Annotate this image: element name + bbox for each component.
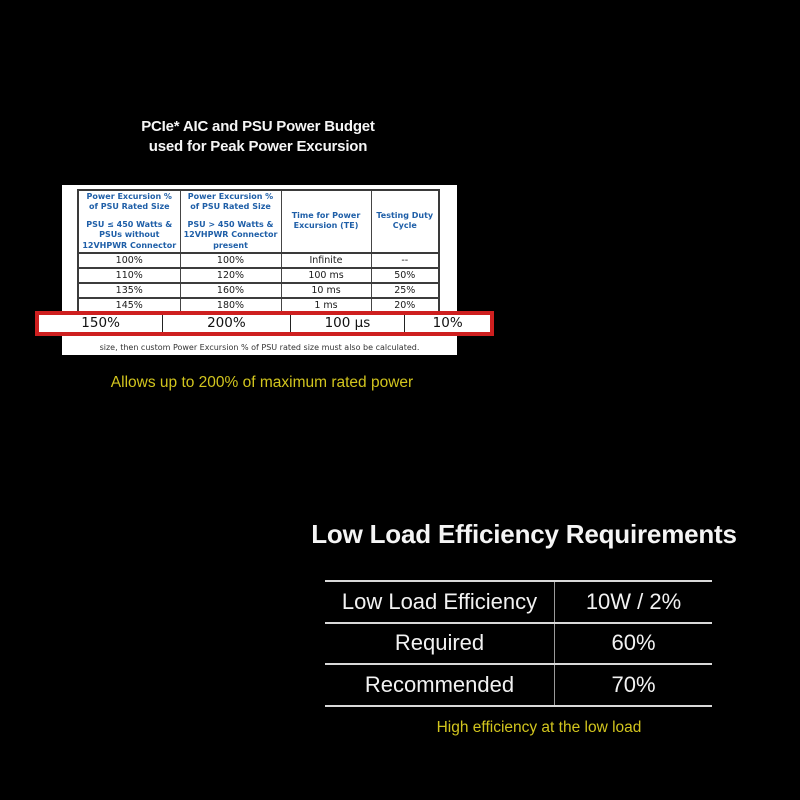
header-text: Power Excursion % of PSU Rated Size — [86, 192, 172, 212]
cell: Infinite — [280, 251, 372, 269]
row-label: Required — [394, 630, 485, 656]
cell: 10 ms — [280, 281, 372, 299]
row-value: 60% — [554, 623, 712, 663]
cell: 25% — [370, 281, 440, 299]
table-row: 100% 100% Infinite -- — [77, 251, 440, 269]
col-header-duty-cycle: Testing Duty Cycle — [370, 189, 440, 254]
col-header-psu-over-450: Power Excursion % of PSU Rated Size PSU … — [179, 189, 282, 254]
cell: 100% — [77, 251, 181, 269]
header-text: Power Excursion % of PSU Rated Size — [187, 192, 274, 212]
section2-title: Low Load Efficiency Requirements — [311, 519, 737, 549]
table-header-row: Power Excursion % of PSU Rated Size PSU … — [77, 189, 440, 254]
section1-title-line1: PCIe* AIC and PSU Power Budget — [141, 118, 375, 135]
header-subtext: PSU > 450 Watts & 12VHPWR Connector pres… — [183, 219, 278, 250]
highlight-callout-box: 150% 200% 100 µs 10% — [35, 311, 494, 336]
table-footnote: size, then custom Power Excursion % of P… — [99, 343, 420, 352]
callout-cell: 10% — [404, 315, 490, 332]
cell: 145% — [77, 296, 181, 314]
header-text: Testing Duty Cycle — [376, 211, 434, 231]
col-header-time: Time for Power Excursion (TE) — [280, 189, 372, 254]
section1-title: PCIe* AIC and PSU Power Budget used for … — [58, 117, 458, 157]
section1-title-line2: used for Peak Power Excursion — [148, 138, 368, 155]
table-row: 145% 180% 1 ms 20% — [77, 296, 440, 314]
efficiency-table: Low Load Efficiency 10W / 2% Required 60… — [325, 580, 712, 707]
cell: 110% — [77, 266, 181, 284]
callout-cell: 100 µs — [289, 315, 405, 332]
cell: 120% — [179, 266, 282, 284]
table-row: 135% 160% 10 ms 25% — [77, 281, 440, 299]
table-row: Recommended 70% — [325, 665, 712, 707]
table-row: Low Load Efficiency 10W / 2% — [325, 582, 712, 624]
callout-cell: 150% — [81, 315, 120, 331]
row-label: Recommended — [364, 671, 515, 697]
row-value: 10W / 2% — [554, 582, 712, 622]
row-value: 70% — [554, 665, 712, 705]
section2-caption: High efficiency at the low load — [436, 719, 642, 736]
table-row: Required 60% — [325, 623, 712, 665]
row-label: Low Load Efficiency — [341, 588, 538, 614]
cell: -- — [370, 251, 440, 269]
cell: 160% — [179, 281, 282, 299]
header-subtext: PSU ≤ 450 Watts & PSUs without 12VHPWR C… — [82, 219, 177, 250]
power-excursion-table: Power Excursion % of PSU Rated Size PSU … — [77, 189, 440, 330]
cell: 180% — [179, 296, 282, 314]
section1-caption: Allows up to 200% of maximum rated power — [110, 374, 414, 391]
cell: 100 ms — [280, 266, 372, 284]
cell: 100% — [179, 251, 282, 269]
cell: 50% — [370, 266, 440, 284]
header-text: Time for Power Excursion (TE) — [291, 211, 361, 231]
cell: 135% — [77, 281, 181, 299]
callout-cell: 200% — [162, 315, 289, 332]
table-row: 110% 120% 100 ms 50% — [77, 266, 440, 284]
col-header-psu-under-450: Power Excursion % of PSU Rated Size PSU … — [77, 189, 181, 254]
